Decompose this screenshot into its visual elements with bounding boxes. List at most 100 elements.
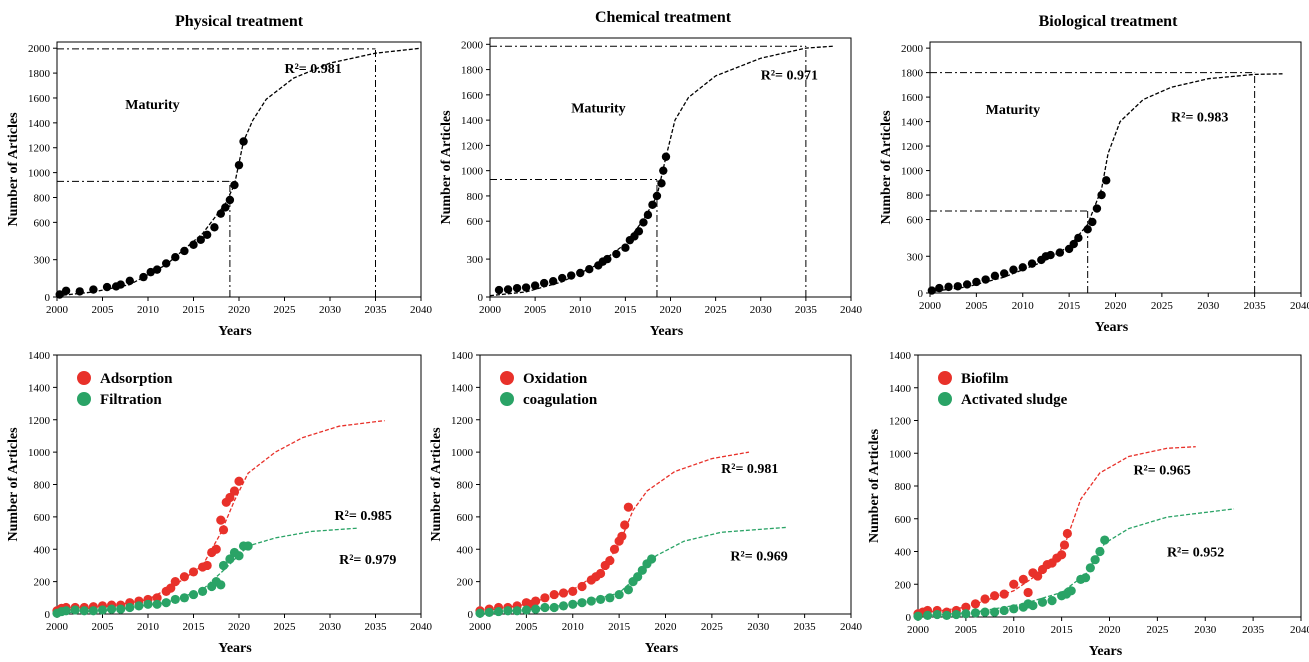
data-point — [166, 583, 176, 593]
data-point — [657, 179, 666, 188]
x-axis-label: Years — [218, 324, 252, 339]
data-point — [216, 580, 226, 590]
y-tick-label: 800 — [34, 192, 51, 204]
chart-panel: Physical treatment 2000 2005 2010 2015 2020 20… — [6, 13, 433, 339]
x-tick-label: 2010 — [562, 621, 585, 633]
data-point — [637, 565, 647, 575]
chart-panel: 2000 2005 2010 2015 2020 2025 2030 2035 2040 0 200… — [429, 350, 863, 656]
chart-panel: 2000 2005 2010 2015 2020 2025 2030 2035 2040 0 200… — [867, 350, 1309, 659]
data-point — [913, 611, 923, 621]
data-point — [980, 607, 990, 617]
r-squared-label: R²= 0.971 — [761, 69, 818, 84]
data-point — [623, 585, 634, 595]
data-point — [558, 601, 569, 611]
data-point — [577, 598, 587, 608]
data-point — [1085, 563, 1095, 573]
y-tick-label: 800 — [34, 480, 51, 492]
chart-panel: 2000 2005 2010 2015 2020 2025 2030 2035 2040 0 200… — [6, 350, 433, 656]
data-point — [218, 525, 229, 535]
data-point — [1090, 555, 1100, 565]
y-tick-label: 400 — [34, 544, 51, 556]
data-point — [125, 602, 135, 613]
y-tick-label: 0 — [906, 612, 912, 624]
data-point — [139, 272, 148, 282]
x-tick-label: 2030 — [750, 304, 773, 316]
data-point — [609, 544, 620, 554]
y-tick-label: 1200 — [901, 141, 924, 153]
maturity-label: Maturity — [571, 102, 625, 117]
data-point — [1080, 573, 1091, 583]
data-point — [1037, 597, 1048, 607]
data-point — [661, 152, 671, 161]
legend-marker — [938, 371, 952, 385]
data-point — [951, 609, 961, 620]
y-tick-label: 600 — [34, 512, 51, 524]
y-tick-label: 1400 — [451, 350, 474, 362]
legend-label: Adsorption — [100, 371, 173, 387]
data-point — [639, 218, 648, 227]
y-tick-label: 2000 — [901, 43, 924, 55]
y-tick-label: 300 — [34, 255, 51, 267]
x-tick-label: 2000 — [907, 624, 930, 636]
data-point — [999, 605, 1009, 616]
x-tick-label: 2015 — [1051, 624, 1074, 636]
data-point — [935, 283, 944, 293]
y-tick-label: 1800 — [901, 68, 924, 80]
x-tick-label: 2040 — [1290, 300, 1309, 312]
legend-label: Oxidation — [523, 371, 588, 387]
x-tick-label: 2040 — [1290, 624, 1309, 636]
x-tick-label: 2030 — [319, 304, 342, 316]
y-tick-label: 600 — [895, 514, 912, 526]
data-point — [1028, 600, 1038, 611]
data-point — [97, 605, 108, 615]
data-point — [586, 596, 596, 606]
x-tick-label: 2015 — [183, 621, 206, 633]
data-point — [1100, 535, 1110, 545]
data-point — [540, 593, 550, 603]
data-point — [659, 166, 668, 175]
data-point — [1009, 579, 1019, 589]
x-tick-label: 2035 — [1242, 624, 1265, 636]
data-point — [970, 599, 981, 609]
data-point — [218, 560, 229, 571]
y-tick-label: 600 — [457, 512, 474, 524]
data-point — [225, 195, 235, 205]
x-tick-label: 2040 — [840, 621, 863, 633]
data-point — [221, 203, 230, 212]
data-point — [1074, 233, 1083, 243]
data-point — [152, 599, 162, 609]
x-tick-label: 2005 — [92, 621, 115, 633]
data-point — [512, 283, 522, 293]
data-point — [1083, 225, 1092, 234]
data-point — [1095, 546, 1105, 557]
data-point — [102, 282, 112, 292]
data-point — [961, 602, 971, 612]
data-point — [981, 275, 990, 284]
data-point — [146, 267, 155, 277]
y-tick-label: 1200 — [889, 416, 912, 428]
data-point — [953, 282, 963, 291]
y-tick-label: 800 — [907, 190, 924, 202]
data-point — [577, 581, 587, 592]
y-tick-label: 1800 — [28, 68, 51, 80]
data-point — [548, 277, 558, 286]
legend-marker — [500, 371, 514, 385]
data-point — [970, 608, 981, 618]
data-point — [116, 604, 126, 614]
data-point — [1018, 263, 1027, 272]
maturity-label: Maturity — [125, 98, 179, 113]
x-tick-label: 2000 — [919, 300, 942, 312]
chart-title: Physical treatment — [175, 13, 304, 30]
data-point — [549, 589, 559, 600]
data-point — [234, 160, 244, 170]
x-tick-label: 2000 — [479, 304, 502, 316]
y-axis-label: Number of Articles — [439, 110, 454, 225]
legend-label: coagulation — [523, 392, 598, 408]
x-tick-label: 2005 — [515, 621, 538, 633]
data-point — [189, 240, 198, 249]
data-point — [540, 602, 550, 613]
data-point — [170, 594, 180, 605]
legend-marker — [77, 371, 91, 385]
r-squared-label: R²= 0.983 — [1171, 111, 1228, 126]
